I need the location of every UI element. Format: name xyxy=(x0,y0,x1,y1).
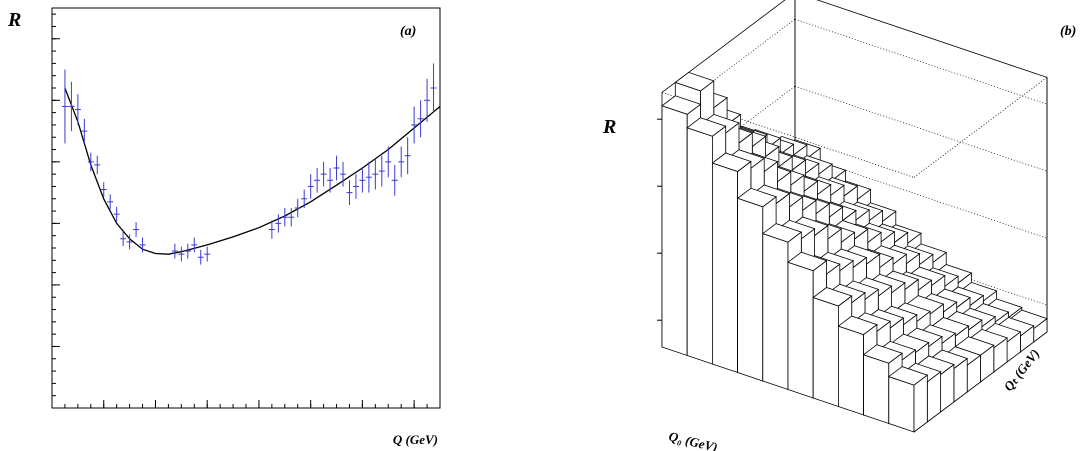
data-point xyxy=(184,243,191,259)
data-point xyxy=(81,118,88,144)
data-point xyxy=(197,249,204,265)
data-point xyxy=(417,100,424,138)
chart-b-zlabel: R xyxy=(602,116,616,138)
data-point xyxy=(275,214,282,233)
bar-top-face xyxy=(736,187,777,208)
chart-a: R (a) Q (GeV) xyxy=(7,7,441,447)
box-edge xyxy=(661,92,915,178)
data-point xyxy=(301,189,308,208)
chart-b-bars xyxy=(661,71,1048,433)
data-point xyxy=(372,158,379,190)
data-point xyxy=(320,161,327,187)
bar-top-face xyxy=(674,71,715,92)
data-point xyxy=(391,164,398,196)
data-point xyxy=(281,208,288,227)
bar-front-face xyxy=(661,105,688,357)
bar-top-face xyxy=(787,251,828,272)
data-point xyxy=(424,78,431,122)
data-point xyxy=(385,146,392,178)
data-point xyxy=(404,137,411,175)
data-point xyxy=(133,222,140,237)
data-point xyxy=(113,206,120,222)
data-point xyxy=(120,231,127,247)
bar-front-face xyxy=(787,261,814,399)
data-point xyxy=(398,146,405,178)
z-grid-line xyxy=(794,18,1048,105)
data-point xyxy=(139,237,146,253)
chart-b-x-axis-label: Q₀ (GeV) xyxy=(667,428,719,451)
bar-top-face xyxy=(887,366,929,386)
data-point xyxy=(171,243,178,259)
chart-b-panel-label: (b) xyxy=(1060,24,1076,39)
data-point xyxy=(100,182,107,197)
bar-front-face xyxy=(686,127,713,365)
bar-front-face xyxy=(812,296,839,408)
chart-a-xlabel: Q (GeV) xyxy=(393,432,438,447)
data-point xyxy=(74,94,81,125)
bar-top-face xyxy=(812,287,853,307)
chart-a-ylabel: R xyxy=(7,9,21,31)
data-point xyxy=(340,161,346,187)
bar-top-face xyxy=(661,95,702,115)
bar-front-face xyxy=(737,197,764,382)
data-point xyxy=(307,174,314,199)
bar-top-face xyxy=(686,117,727,137)
data-point xyxy=(68,81,75,132)
data-point xyxy=(61,69,68,144)
data-point xyxy=(359,168,366,193)
bar-top-face xyxy=(711,152,752,172)
data-point xyxy=(107,194,114,210)
bar-front-face xyxy=(863,354,890,425)
data-point xyxy=(352,174,359,199)
data-point xyxy=(204,246,211,262)
bar-front-face xyxy=(712,162,738,374)
bar-front-face xyxy=(888,376,915,433)
data-point xyxy=(430,63,437,113)
data-point xyxy=(346,180,353,205)
data-point xyxy=(191,237,198,253)
chart-b-axes xyxy=(657,118,662,321)
data-point xyxy=(314,168,321,193)
z-grid-line xyxy=(794,152,1048,239)
data-point xyxy=(94,155,101,175)
data-point xyxy=(268,220,275,239)
bar-top-face xyxy=(862,344,903,364)
data-point xyxy=(126,234,133,250)
chart-a-data-points xyxy=(61,63,437,265)
chart-b: R (b) Q₀ (GeV) Qₜ (GeV) xyxy=(602,0,1076,451)
z-grid-line xyxy=(794,85,1048,172)
data-point xyxy=(288,208,295,227)
bar-top-face xyxy=(761,223,803,243)
data-point xyxy=(333,155,340,181)
data-point xyxy=(327,168,334,193)
data-point xyxy=(411,106,418,144)
bar-cell xyxy=(887,366,929,433)
bar-front-face xyxy=(838,325,864,416)
data-point xyxy=(365,161,372,193)
chart-a-panel-label: (a) xyxy=(400,24,416,39)
data-point xyxy=(378,155,385,187)
bar-front-face xyxy=(762,233,789,391)
data-point xyxy=(178,246,185,262)
data-point xyxy=(87,152,94,172)
chart-a-axes xyxy=(51,13,441,409)
box-edge xyxy=(913,77,1048,178)
data-point xyxy=(294,198,301,218)
bar-top-face xyxy=(837,315,878,336)
